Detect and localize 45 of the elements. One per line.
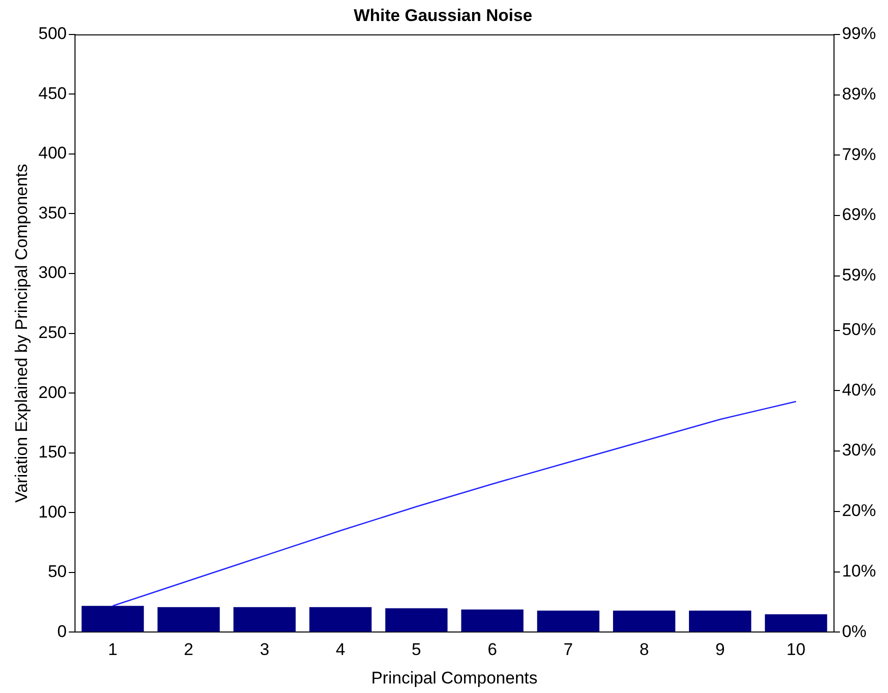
y-tick-label: 150 [38, 442, 67, 462]
y2-tick-label: 40% [842, 380, 876, 400]
y2-tick-label: 0% [842, 622, 867, 641]
bar [309, 607, 372, 632]
y-tick-label: 200 [38, 382, 67, 402]
x-tick-label: 1 [108, 640, 118, 660]
y-tick-label: 100 [38, 502, 67, 522]
y-tick-label: 500 [38, 24, 67, 44]
y2-tick-label: 59% [842, 266, 876, 285]
x-tick-label: 10 [786, 640, 806, 660]
y-axis-title: Variation Explained by Principal Components [12, 164, 31, 503]
y2-tick-label: 69% [842, 205, 876, 224]
x-axis-title: Principal Components [371, 668, 538, 688]
y-tick-label: 450 [38, 84, 67, 103]
y2-tick-label: 50% [842, 320, 876, 339]
y2-tick-label: 99% [842, 24, 876, 44]
bar [158, 607, 220, 632]
x-tick-label: 3 [260, 640, 270, 660]
bar [385, 608, 448, 632]
y2-tick-label: 20% [842, 501, 876, 520]
bar [537, 610, 600, 632]
y2-tick-label: 89% [842, 84, 876, 104]
bar [82, 606, 144, 632]
y2-tick-label: 79% [842, 144, 876, 164]
bar [233, 607, 296, 632]
y2-tick-label: 10% [842, 562, 876, 581]
x-tick-label: 5 [412, 640, 422, 660]
y-tick-label: 300 [38, 263, 67, 282]
x-tick-label: 2 [184, 640, 194, 660]
bar [461, 609, 524, 632]
x-tick-label: 4 [336, 640, 346, 660]
x-tick-label: 7 [564, 640, 573, 660]
y-tick-label: 350 [38, 203, 67, 222]
y-tick-label: 250 [38, 322, 67, 342]
bar [688, 610, 752, 632]
y-tick-label: 50 [48, 562, 67, 582]
y-tick-label: 400 [38, 144, 67, 163]
chart-title: White Gaussian Noise [354, 6, 532, 25]
x-tick-label: 8 [639, 640, 649, 660]
y2-tick-label: 30% [842, 440, 876, 460]
bar [764, 614, 828, 632]
bar [613, 610, 676, 632]
y-tick-label: 0 [57, 622, 67, 641]
x-tick-label: 6 [488, 640, 498, 660]
x-tick-label: 9 [715, 640, 725, 660]
